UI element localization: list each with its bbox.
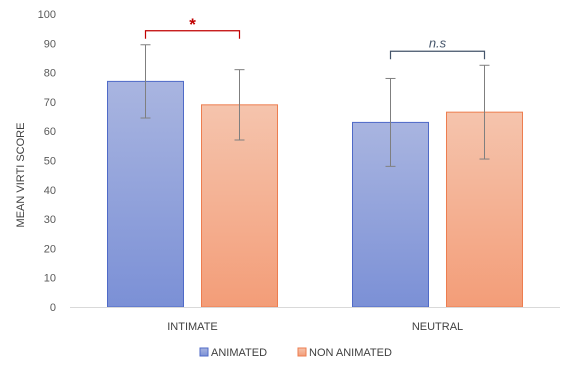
y-axis: 0 10 20 30 40 50 60 70 80 90 100 <box>38 9 56 314</box>
y-tick-label: 20 <box>44 243 56 255</box>
significance-bracket <box>144 30 241 39</box>
y-tick-label: 70 <box>44 97 56 109</box>
significance-label: n.s <box>429 35 447 50</box>
legend-swatch <box>297 347 307 357</box>
y-axis-label: MEAN VIRTI SCORE <box>15 123 27 228</box>
legend-label: NON ANIMATED <box>309 347 392 359</box>
significance-annotations: * n.s <box>144 15 486 60</box>
legend: ANIMATED NON ANIMATED <box>199 347 392 359</box>
category-label: NEUTRAL <box>412 321 463 333</box>
y-tick-label: 30 <box>44 214 56 226</box>
y-tick-label: 50 <box>44 156 56 168</box>
legend-label: ANIMATED <box>211 347 267 359</box>
legend-swatch <box>199 347 209 357</box>
y-tick-label: 80 <box>44 68 56 80</box>
y-tick-label: 10 <box>44 273 56 285</box>
bars <box>107 80 523 308</box>
error-bars <box>140 44 490 167</box>
y-tick-label: 100 <box>38 9 56 21</box>
category-label: INTIMATE <box>167 321 218 333</box>
y-tick-label: 60 <box>44 126 56 138</box>
bar <box>107 80 184 308</box>
significance-label: * <box>189 15 196 34</box>
x-axis: INTIMATE NEUTRAL <box>70 307 560 333</box>
y-tick-label: 40 <box>44 185 56 197</box>
y-tick-label: 90 <box>44 38 56 50</box>
significance-bracket <box>389 50 486 60</box>
y-tick-label: 0 <box>50 302 56 314</box>
